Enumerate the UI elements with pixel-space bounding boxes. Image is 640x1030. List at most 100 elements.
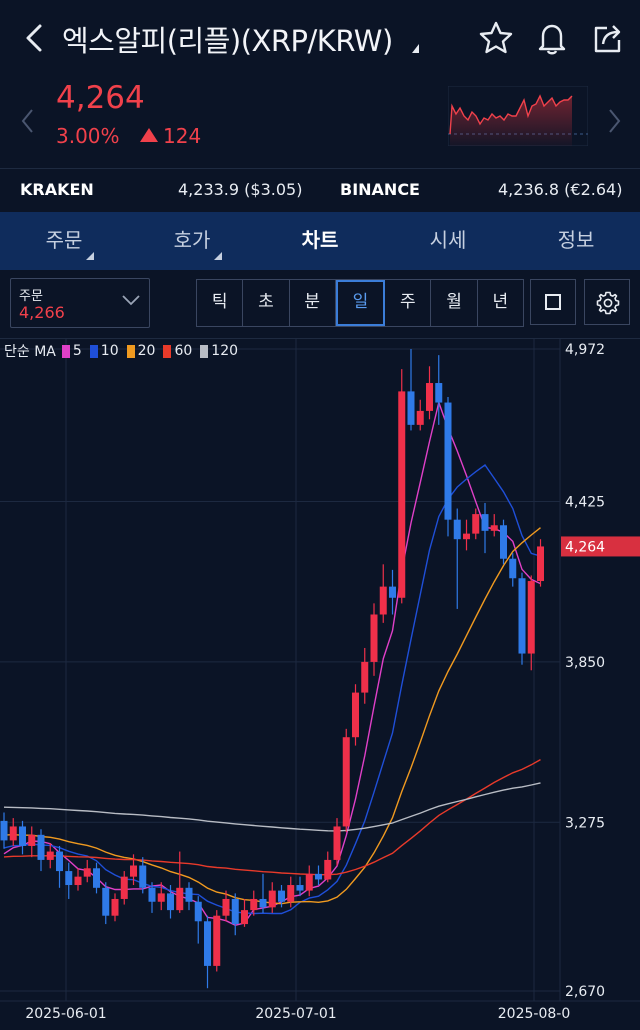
fullscreen-button[interactable] [530, 279, 576, 325]
candle-body [231, 898, 239, 925]
period-day[interactable]: 일 [335, 280, 386, 326]
period-minute[interactable]: 분 [290, 280, 336, 326]
ma5-label: 5 [72, 343, 82, 359]
chevron-left-icon[interactable] [18, 106, 38, 136]
price-summary: 4,264 3.00% 124 [0, 78, 640, 168]
ma120-label: 120 [211, 343, 239, 359]
candle-body [120, 876, 128, 899]
price-chart[interactable]: 단순 MA 5 10 20 60 120 4,972 4,425 3,850 3,27… [0, 339, 640, 1026]
ma20-label: 20 [137, 343, 156, 359]
square-icon [545, 294, 561, 310]
change-percent: 3.00% [56, 124, 120, 148]
order-price-select[interactable]: 주문 4,266 [10, 278, 150, 328]
tab-order-caret-icon [86, 252, 94, 260]
candle-body [444, 402, 452, 520]
candle-body [333, 826, 341, 860]
candle-body [361, 661, 369, 693]
candle-body [111, 898, 119, 916]
last-price-tag [561, 536, 640, 557]
candle-body [139, 865, 147, 888]
tab-bar: 주문 호가 차트 시세 정보 [0, 212, 640, 270]
candle-body [305, 873, 313, 891]
y-tick-label: 3,275 [565, 815, 605, 831]
top-bar: 엑스알피(리플)(XRP/KRW) [0, 0, 640, 78]
y-tick-label: 4,972 [565, 342, 605, 358]
candle-body [268, 890, 276, 908]
mini-sparkline-chart[interactable] [448, 86, 588, 146]
chevron-left-icon[interactable] [18, 20, 50, 56]
tab-order[interactable]: 주문 [20, 212, 108, 270]
candle-body [342, 737, 350, 827]
tab-order-label: 주문 [45, 228, 83, 252]
candle-body [398, 391, 406, 598]
current-price: 4,264 [56, 80, 145, 116]
share-icon[interactable] [590, 20, 626, 56]
tab-orderbook-caret-icon [214, 252, 222, 260]
y-tick-label: 3,850 [565, 655, 605, 671]
candle-body [315, 873, 322, 880]
candle-body [287, 885, 295, 902]
candle-body [157, 893, 165, 902]
tab-orderbook[interactable]: 호가 [148, 212, 236, 270]
ma20-swatch [126, 344, 135, 358]
title-dropdown-caret-icon[interactable] [412, 44, 419, 53]
change-amount: 124 [163, 124, 202, 148]
ma120-line [3, 782, 541, 832]
candle-body [250, 898, 258, 911]
candle-body [102, 887, 110, 916]
tab-info-label: 정보 [557, 228, 595, 252]
ma60-label: 60 [174, 343, 193, 359]
period-year[interactable]: 년 [492, 292, 509, 312]
exchange-value-binance: 4,236.8 (€2.64) [498, 180, 623, 199]
candle-body [490, 525, 498, 531]
ma10-label: 10 [100, 343, 119, 359]
candle-body [453, 519, 461, 540]
candle-body [28, 834, 36, 846]
candle-body [83, 868, 91, 877]
candle-body [296, 885, 304, 891]
tab-chart[interactable]: 차트 [276, 212, 364, 270]
last-price-label: 4,264 [565, 539, 605, 555]
candle-body [527, 581, 535, 654]
candle-body [481, 514, 489, 531]
candle-body [472, 514, 480, 534]
period-tick[interactable]: 틱 [197, 280, 244, 326]
exchange-name-kraken: KRAKEN [20, 180, 94, 199]
period-second[interactable]: 초 [243, 280, 290, 326]
tab-chart-label: 차트 [301, 228, 339, 252]
candle-body [74, 876, 82, 886]
star-icon[interactable] [478, 20, 514, 56]
gear-icon [596, 291, 620, 315]
order-select-label: 주문 [19, 289, 43, 304]
candlestick-plot[interactable]: 4,972 4,425 3,850 3,275 2,670 2025-06-01 2025-… [0, 339, 640, 1026]
y-tick-label: 2,670 [565, 984, 605, 1000]
bell-icon[interactable] [534, 20, 570, 56]
ma-legend: 단순 MA 5 10 20 60 120 [4, 341, 240, 361]
ma-legend-label: 단순 MA [4, 344, 56, 360]
candle-body [379, 586, 387, 615]
exchange-value-kraken: 4,233.9 ($3.05) [178, 180, 303, 199]
tab-orderbook-label: 호가 [173, 228, 211, 252]
candle-body [46, 851, 54, 860]
candle-body [407, 391, 415, 425]
period-month[interactable]: 월 [431, 280, 478, 326]
chart-settings-button[interactable] [584, 279, 630, 325]
exchange-comparison: KRAKEN 4,233.9 ($3.05) BINANCE 4,236.8 (… [0, 168, 640, 213]
candle-body [0, 820, 8, 841]
period-week[interactable]: 주 [385, 280, 432, 326]
x-tick-label: 2025-07-01 [255, 1006, 336, 1022]
candle-body [463, 533, 470, 540]
chevron-right-icon[interactable] [604, 106, 624, 136]
exchange-name-binance: BINANCE [340, 180, 420, 199]
tab-market-label: 시세 [429, 228, 467, 252]
tab-info[interactable]: 정보 [532, 212, 620, 270]
x-tick-label: 2025-08-0 [498, 1006, 570, 1022]
candle-body [435, 383, 443, 403]
up-triangle-icon [140, 128, 158, 142]
tab-market[interactable]: 시세 [404, 212, 492, 270]
page-title[interactable]: 엑스알피(리플)(XRP/KRW) [62, 24, 393, 58]
candle-body [259, 898, 267, 908]
x-tick-label: 2025-06-01 [25, 1006, 106, 1022]
candle-body [278, 890, 285, 902]
candle-body [167, 893, 174, 911]
